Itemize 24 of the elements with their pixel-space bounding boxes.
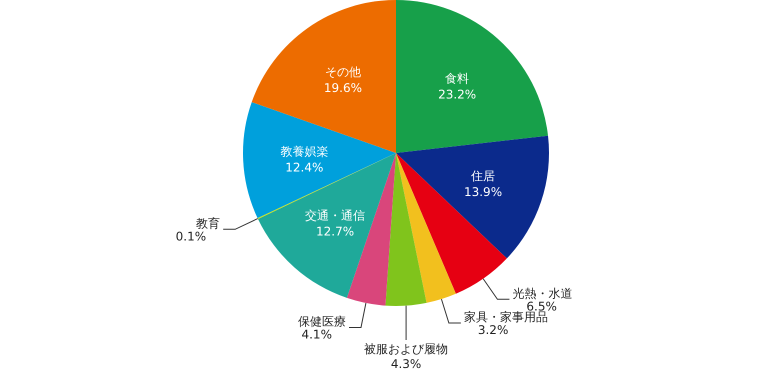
pie-slice bbox=[396, 153, 507, 294]
slice-label: その他 bbox=[324, 65, 361, 80]
data-label: 12.4% bbox=[285, 160, 324, 175]
slice-label: 光熱・水道 bbox=[512, 286, 572, 300]
pie-slice bbox=[385, 153, 427, 306]
data-label: 3.2% bbox=[478, 322, 508, 337]
data-label: 13.9% bbox=[464, 185, 502, 200]
pie-slice bbox=[396, 0, 548, 153]
slice-label: 交通・通信 bbox=[305, 208, 366, 223]
data-label: 4.1% bbox=[302, 328, 332, 342]
slice-label: 保健医療 bbox=[298, 314, 346, 329]
data-label: 12.7% bbox=[316, 224, 354, 239]
data-label: 0.1% bbox=[176, 229, 206, 244]
data-label: 19.6% bbox=[324, 81, 362, 96]
slice-label: 住居 bbox=[470, 169, 496, 184]
slice-label: 被服および履物 bbox=[364, 342, 448, 356]
pie-slice bbox=[396, 153, 456, 303]
slice-label: 食料 bbox=[445, 72, 470, 86]
pie-slice bbox=[396, 136, 549, 258]
slice-label: 教養娯楽 bbox=[280, 144, 328, 159]
data-label: 23.2% bbox=[438, 88, 476, 102]
slice-label: 教育 bbox=[196, 216, 220, 230]
slice-label: 家具・家事用品 bbox=[464, 310, 548, 324]
data-label: 4.3% bbox=[390, 357, 422, 371]
